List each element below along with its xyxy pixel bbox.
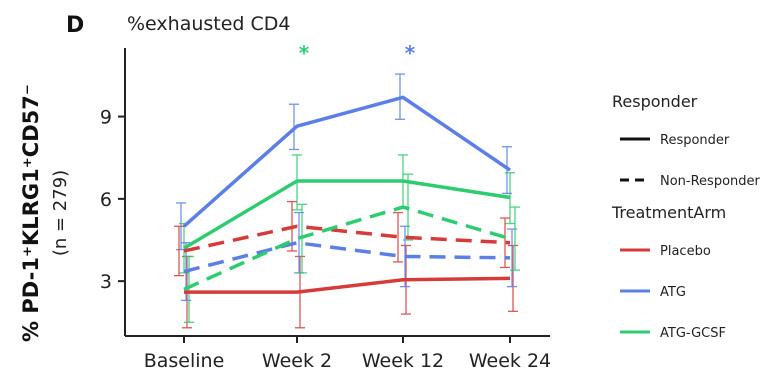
legend-line-label: Responder bbox=[660, 133, 730, 148]
legend-line-items: Responder Non-Responder bbox=[620, 133, 761, 189]
error-bar-atg-gcsf-non-responder bbox=[184, 255, 194, 323]
series-line-atg-gcsf-non-responder bbox=[183, 205, 511, 291]
x-tick-label: Week 24 bbox=[469, 350, 551, 372]
panel-label: D bbox=[66, 13, 84, 38]
x-tick-label: Week 12 bbox=[362, 350, 444, 372]
legend-line-label: Non-Responder bbox=[660, 174, 761, 189]
x-tick-label: Baseline bbox=[144, 350, 225, 372]
series-lines bbox=[182, 95, 511, 294]
x-ticks: Baseline Week 2 Week 12 Week 24 bbox=[144, 336, 551, 372]
significance-star: * bbox=[405, 41, 416, 65]
error-bar-placebo-non-responder bbox=[393, 211, 403, 263]
legend-color-label: ATG-GCSF bbox=[660, 326, 726, 341]
y-tick-label: 9 bbox=[100, 107, 112, 129]
significance-markers: * * bbox=[299, 41, 416, 65]
y-ticks: 3 6 9 bbox=[100, 107, 125, 293]
legend-color-title: TreatmentArm bbox=[611, 203, 726, 222]
y-axis-label: % PD-1⁺KLRG1⁺CD57⁻ bbox=[19, 84, 43, 342]
series-line-atg-gcsf-responder bbox=[183, 179, 511, 250]
series-line-atg-responder bbox=[182, 95, 511, 228]
x-tick-label: Week 2 bbox=[262, 350, 332, 372]
series-line-placebo-non-responder bbox=[183, 224, 511, 253]
significance-star: * bbox=[299, 41, 310, 65]
legend-color-label: Placebo bbox=[660, 244, 711, 259]
legend-line-title: Responder bbox=[612, 92, 698, 111]
y-axis-sublabel: (n = 279) bbox=[50, 170, 71, 256]
legend-color-label: ATG bbox=[660, 285, 686, 300]
error-bar-placebo-responder bbox=[508, 244, 518, 312]
error-bar-atg-gcsf-non-responder bbox=[510, 206, 520, 271]
legend-color-items: Placebo ATG ATG-GCSF bbox=[620, 244, 726, 341]
y-tick-label: 3 bbox=[100, 271, 112, 293]
legend: Responder Responder Non-Responder Treatme… bbox=[611, 92, 761, 341]
series-line-atg-non-responder bbox=[183, 240, 511, 274]
error-bar-atg-gcsf-responder bbox=[505, 172, 515, 225]
y-tick-label: 6 bbox=[100, 189, 112, 211]
series-line-placebo-responder bbox=[184, 276, 511, 294]
error-bar-placebo-non-responder bbox=[174, 225, 184, 277]
chart-title: %exhausted CD4 bbox=[127, 13, 291, 35]
